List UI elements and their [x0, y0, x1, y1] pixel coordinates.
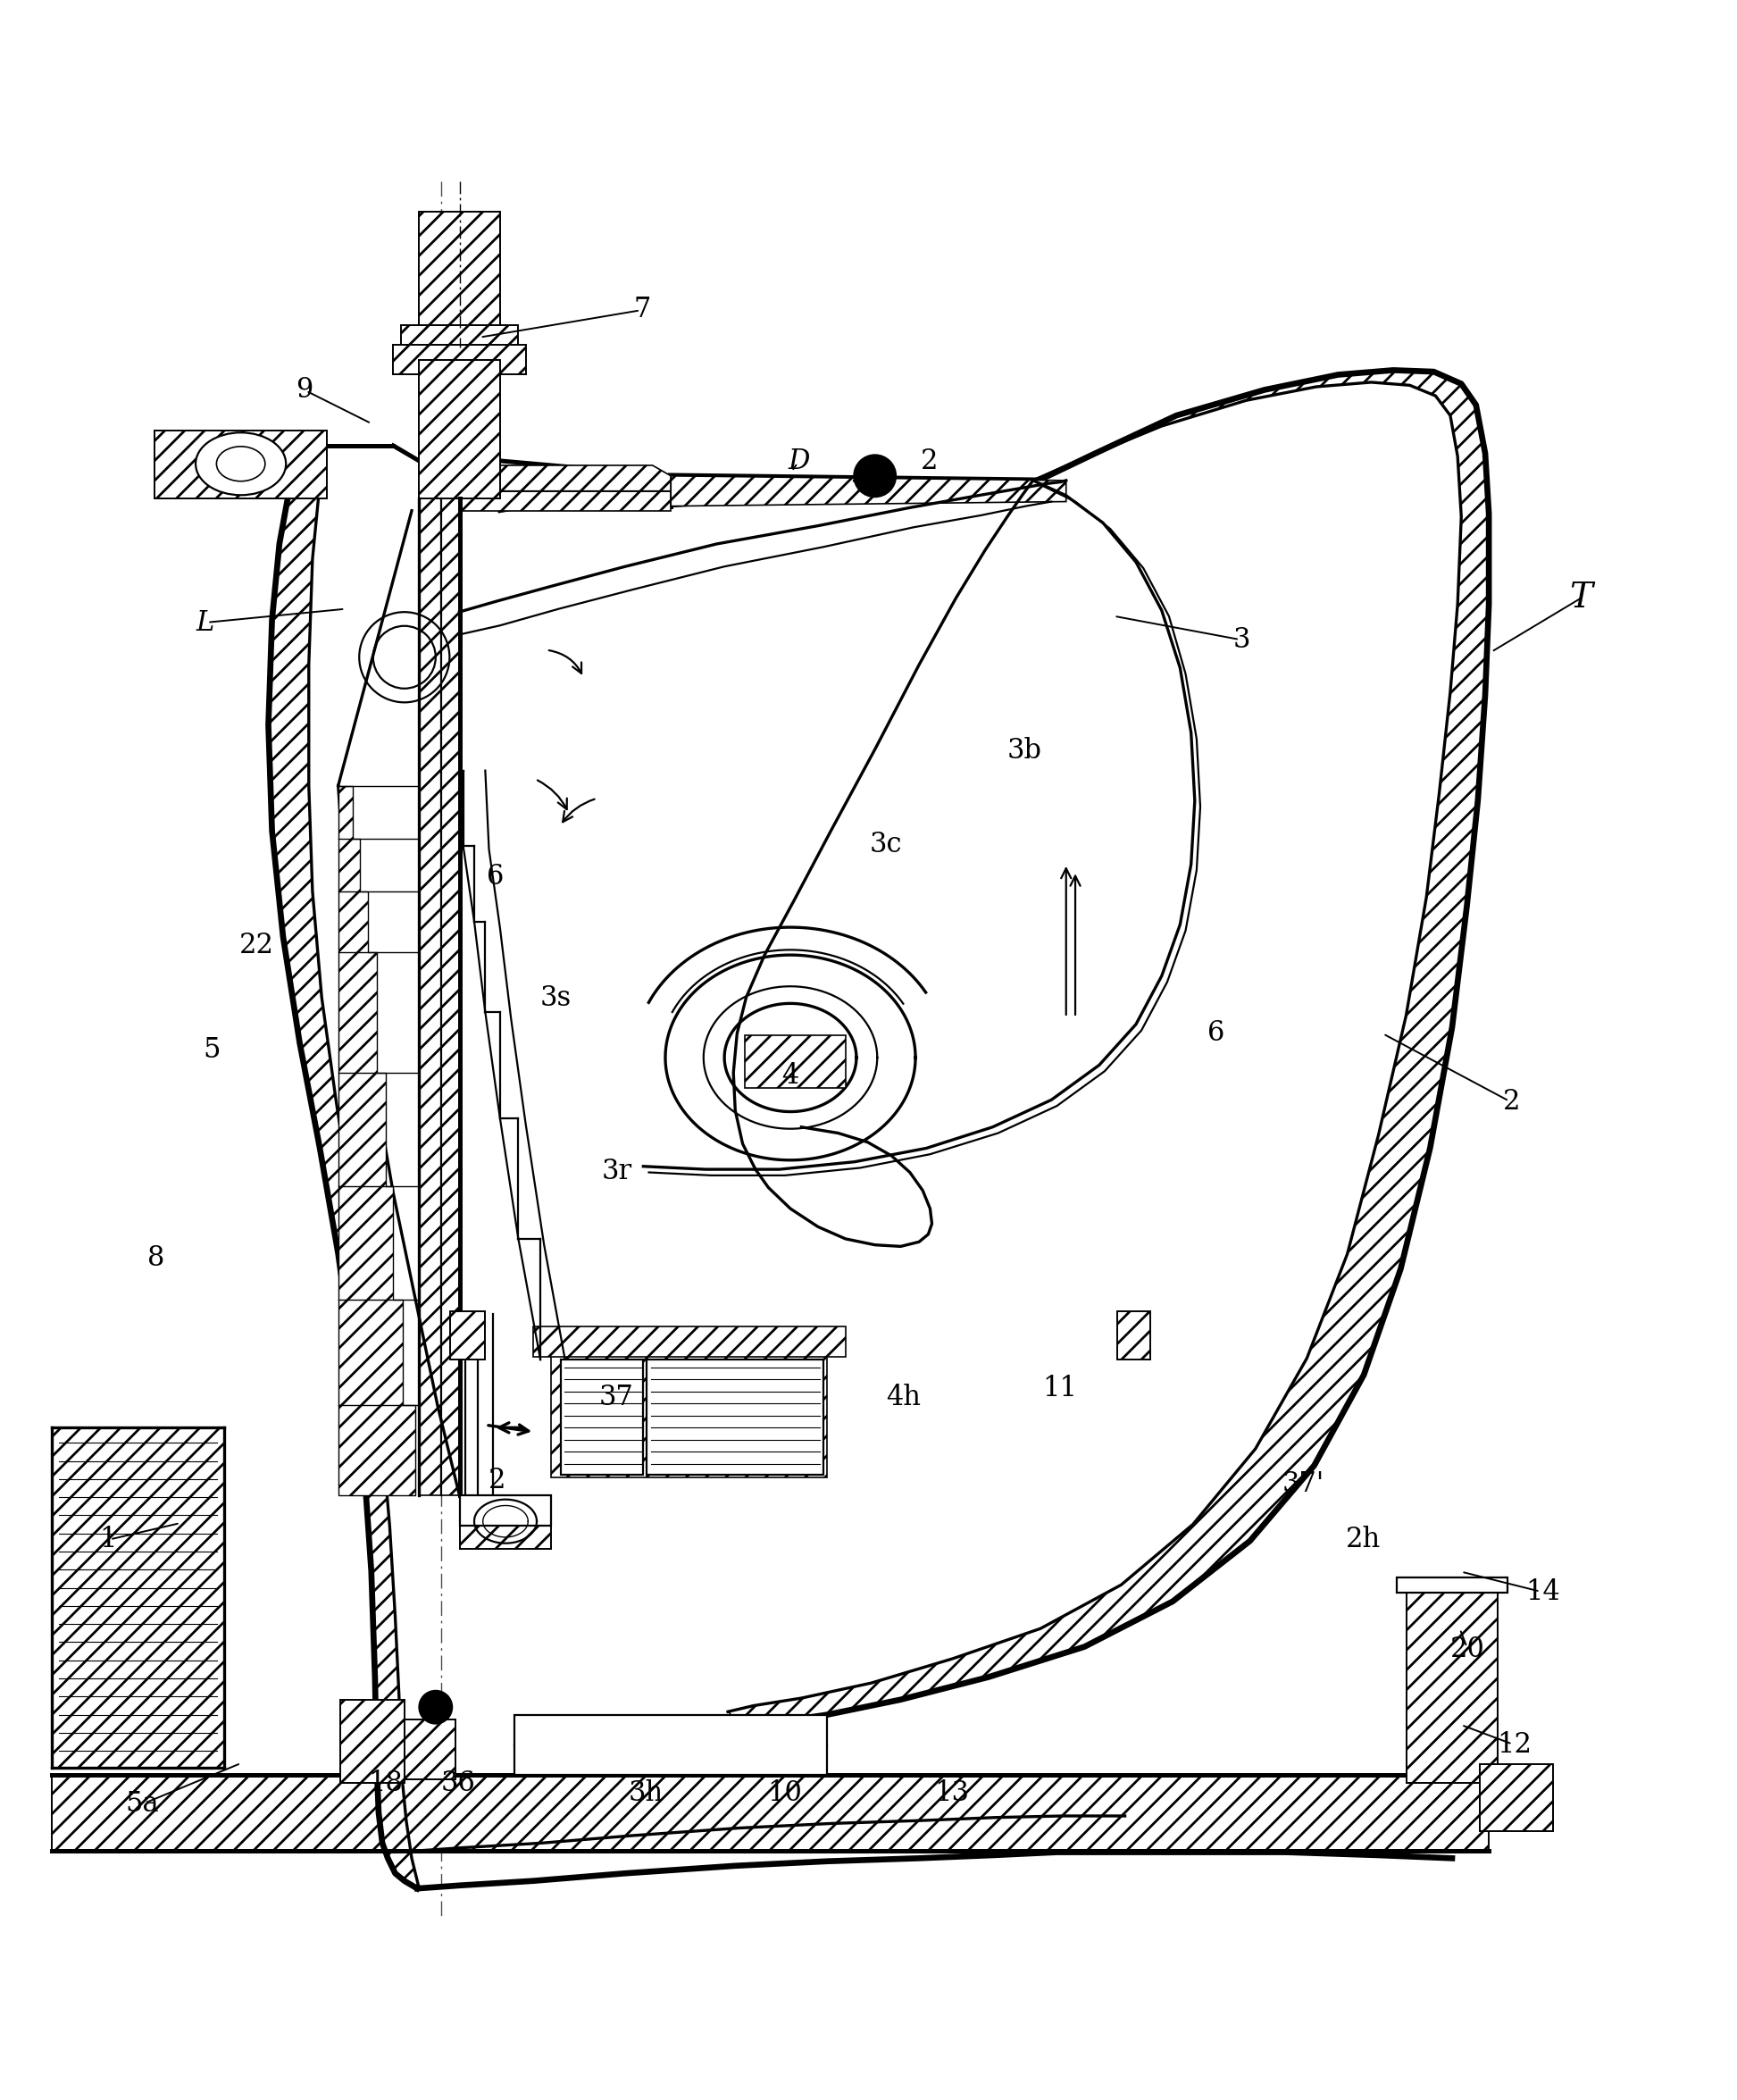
Polygon shape [405, 1720, 455, 1779]
Text: 3b: 3b [1007, 737, 1042, 764]
Polygon shape [52, 1774, 1489, 1850]
Polygon shape [1117, 1310, 1150, 1359]
Text: 3h: 3h [629, 1779, 664, 1808]
Circle shape [855, 456, 896, 498]
Text: 5: 5 [203, 1035, 221, 1065]
Text: 6: 6 [1207, 1018, 1225, 1046]
Text: 37: 37 [599, 1384, 634, 1411]
Text: 2: 2 [921, 447, 938, 475]
Text: D: D [789, 447, 809, 475]
Polygon shape [728, 370, 1489, 1726]
Text: 13: 13 [935, 1779, 969, 1808]
Polygon shape [401, 325, 518, 355]
Text: 3: 3 [1233, 626, 1251, 653]
Text: 3s: 3s [540, 985, 571, 1012]
Polygon shape [419, 359, 500, 498]
Text: 20: 20 [1450, 1636, 1485, 1663]
Text: 11: 11 [1042, 1376, 1077, 1403]
Text: 12: 12 [1497, 1730, 1532, 1760]
Text: 14: 14 [1525, 1579, 1560, 1606]
Text: 37': 37' [1282, 1470, 1324, 1497]
Polygon shape [646, 1359, 823, 1474]
Polygon shape [460, 1495, 551, 1527]
Text: 18: 18 [368, 1770, 403, 1798]
Text: 9: 9 [295, 376, 313, 403]
Polygon shape [1407, 1579, 1497, 1783]
Polygon shape [393, 344, 526, 374]
Polygon shape [460, 466, 670, 491]
Text: L: L [196, 609, 214, 636]
Text: T: T [1569, 582, 1593, 615]
Text: 22: 22 [240, 932, 274, 960]
Text: 1: 1 [99, 1527, 116, 1554]
Text: 3c: 3c [870, 832, 902, 859]
Text: 4h: 4h [886, 1384, 921, 1411]
Polygon shape [561, 1359, 643, 1474]
Polygon shape [1397, 1577, 1508, 1592]
Polygon shape [419, 498, 460, 1495]
Polygon shape [340, 1699, 405, 1783]
Text: 2h: 2h [1346, 1527, 1381, 1554]
Text: 4: 4 [782, 1063, 799, 1090]
Polygon shape [339, 785, 415, 1495]
Ellipse shape [196, 433, 287, 496]
Circle shape [419, 1690, 453, 1724]
Text: 2: 2 [488, 1468, 505, 1495]
Polygon shape [267, 445, 419, 1888]
Text: 2: 2 [1503, 1088, 1520, 1115]
Text: 3r: 3r [601, 1157, 632, 1186]
Polygon shape [745, 1035, 846, 1088]
Polygon shape [1489, 1783, 1553, 1827]
Polygon shape [460, 491, 670, 510]
Polygon shape [450, 1310, 485, 1359]
Text: 36: 36 [441, 1770, 476, 1798]
Polygon shape [514, 1716, 827, 1774]
Text: 5a: 5a [125, 1789, 160, 1819]
Polygon shape [155, 430, 327, 498]
Text: 10: 10 [768, 1779, 802, 1808]
Polygon shape [419, 212, 500, 340]
Polygon shape [533, 1327, 846, 1357]
Text: 8: 8 [148, 1245, 165, 1273]
Polygon shape [670, 477, 1067, 506]
Polygon shape [460, 1495, 551, 1548]
Polygon shape [1480, 1764, 1553, 1831]
Polygon shape [52, 1428, 224, 1768]
Text: 7: 7 [634, 296, 651, 323]
Text: 6: 6 [486, 863, 504, 890]
Polygon shape [551, 1352, 827, 1478]
